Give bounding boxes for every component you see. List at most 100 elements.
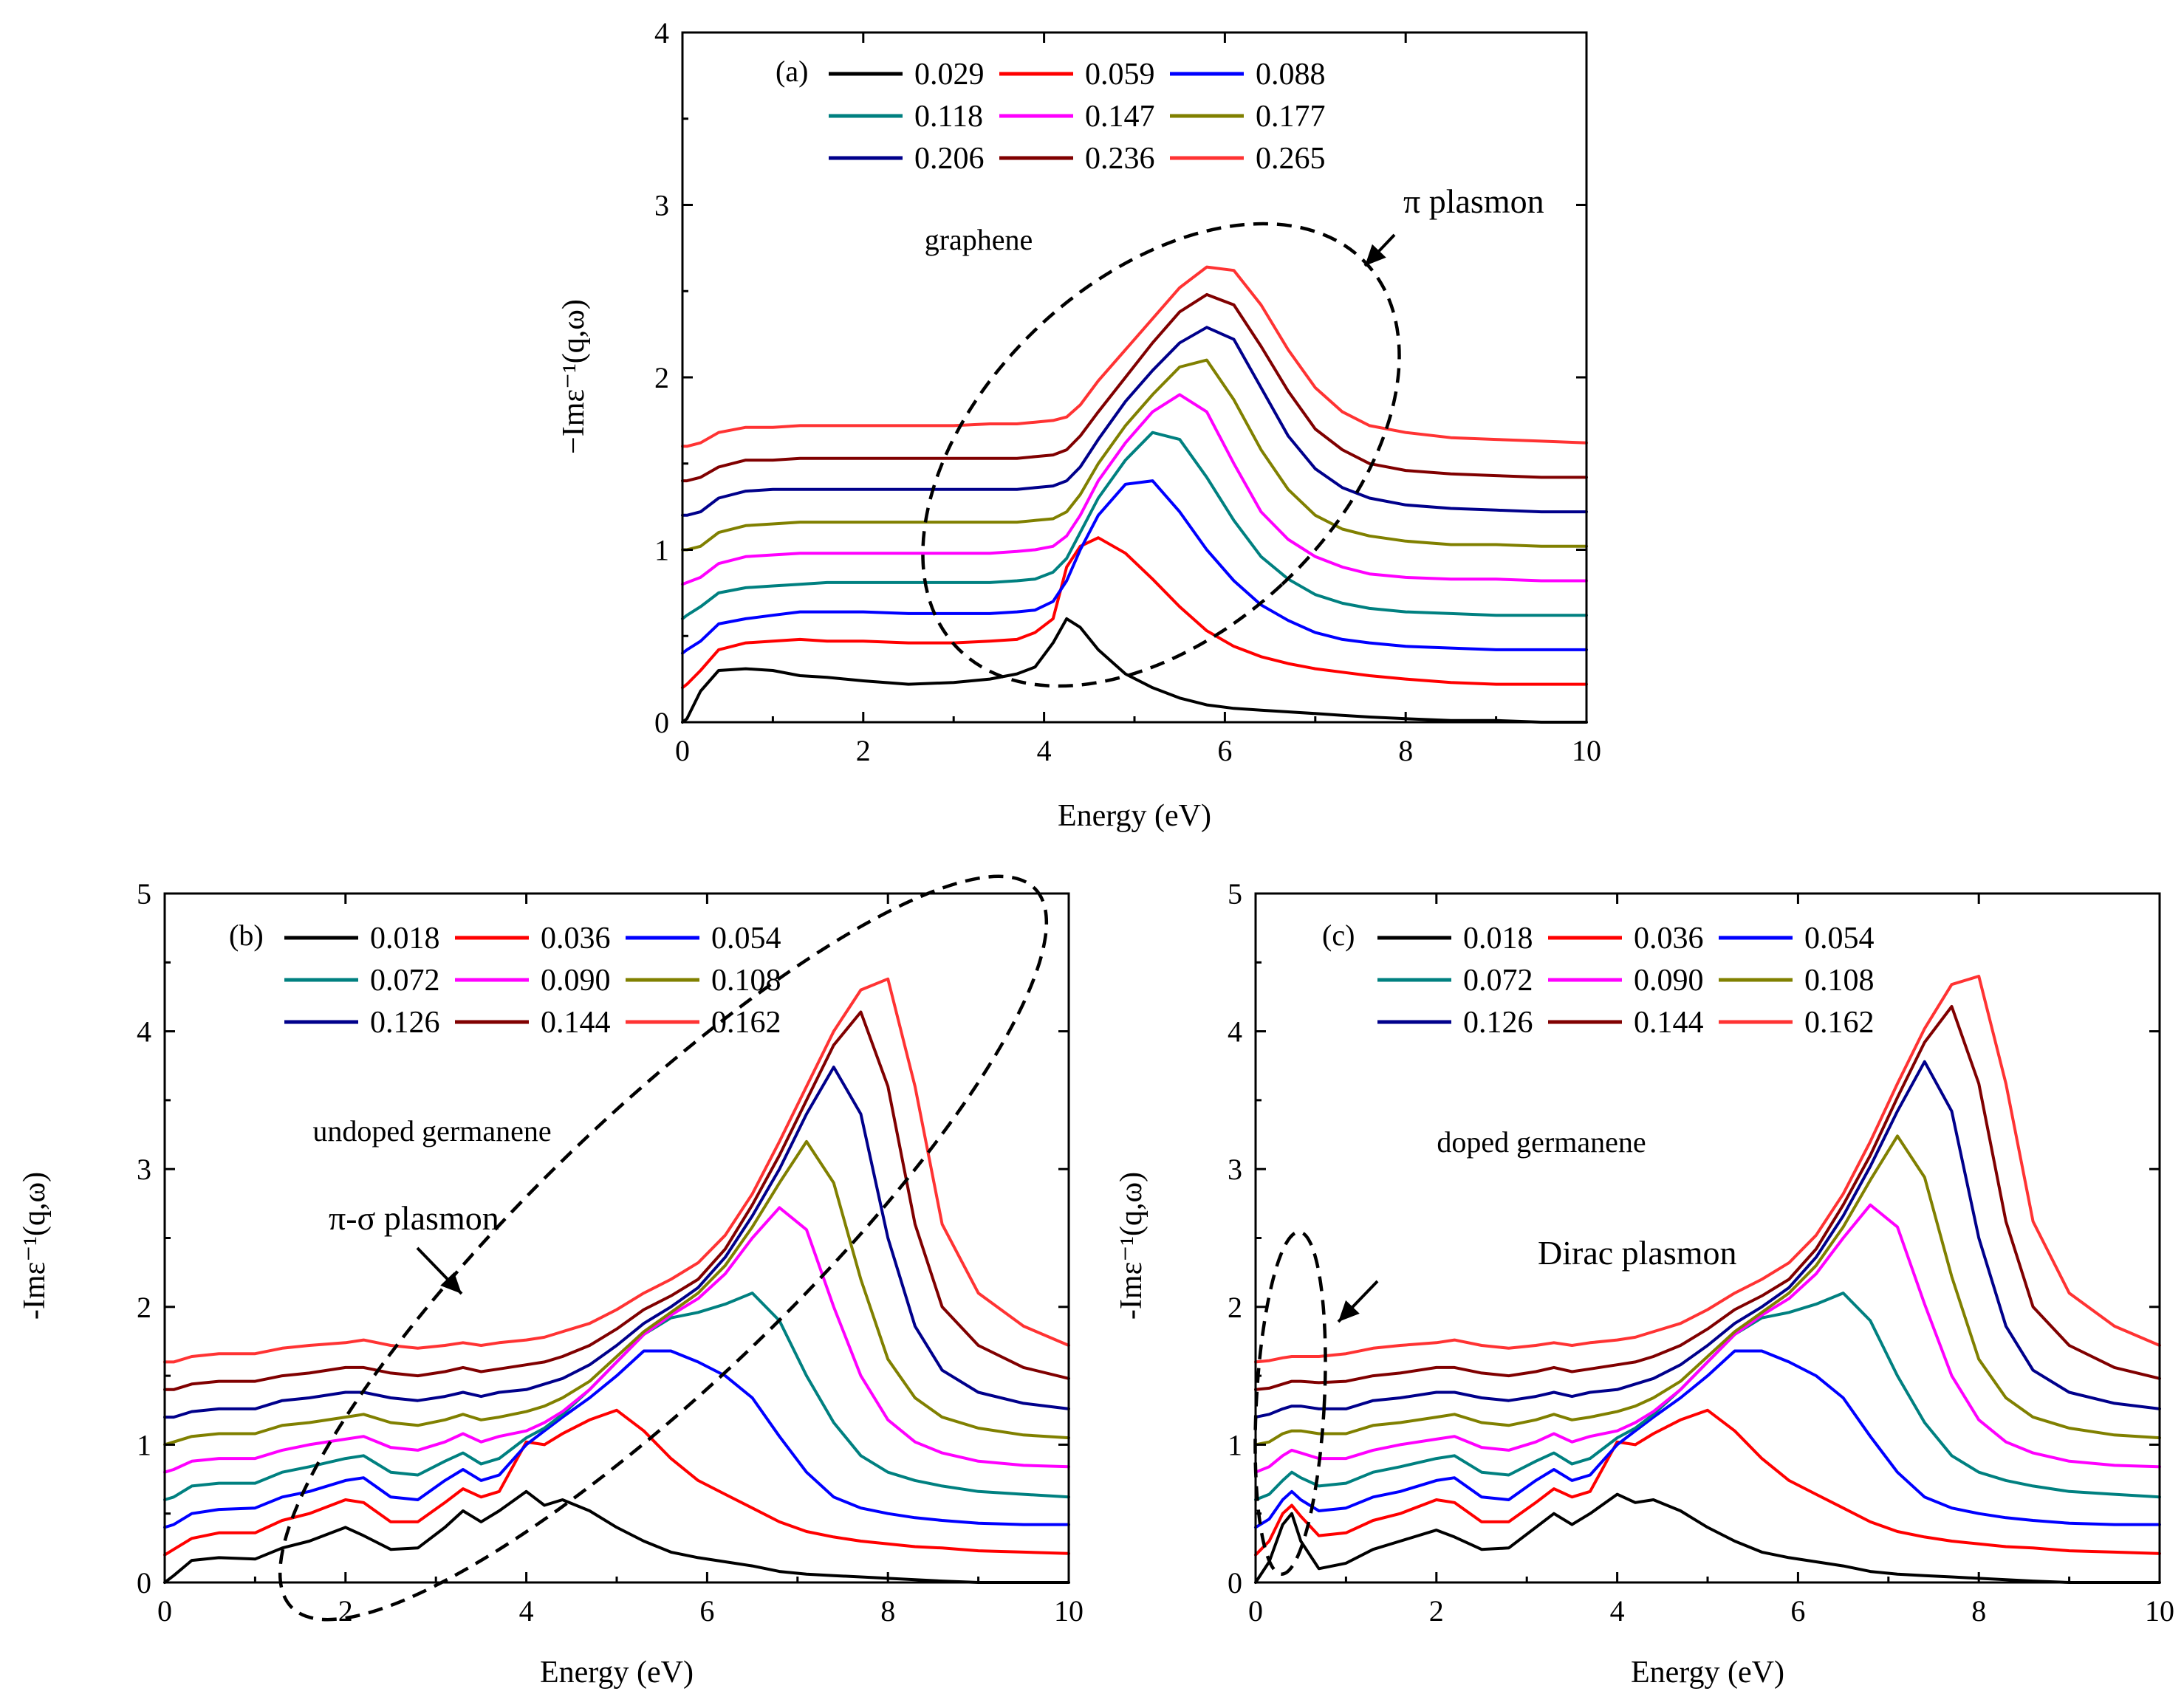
series-line-0.072	[163, 1292, 1070, 1501]
series-line-0.144	[1254, 1005, 2161, 1391]
legend-label-0.108: 0.108	[711, 964, 781, 998]
y-tick-label: 0	[137, 1566, 151, 1599]
arrow-head	[1338, 1300, 1360, 1322]
plasmon-ellipse	[278, 874, 1049, 1622]
plasmon-label: π plasmon	[1403, 182, 1544, 220]
x-tick-label: 4	[1037, 734, 1052, 767]
y-tick-label: 2	[1228, 1291, 1242, 1324]
series-line-0.108	[1254, 1134, 2161, 1447]
legend-label-0.059: 0.059	[1085, 58, 1155, 92]
legend-label-0.162: 0.162	[711, 1006, 781, 1040]
series-line-0.029	[681, 617, 1588, 724]
y-tick-label: 5	[1228, 877, 1242, 910]
series-line-0.018	[1254, 1492, 2161, 1584]
series-line-0.126	[163, 1066, 1070, 1419]
plasmon-label: π-σ plasmon	[329, 1199, 499, 1237]
series-line-0.118	[681, 431, 1588, 620]
legend-label-0.018: 0.018	[370, 922, 440, 956]
y-tick-label: 2	[654, 361, 669, 394]
series-line-0.147	[681, 393, 1588, 586]
y-tick-label: 1	[1228, 1428, 1242, 1461]
x-tick-label: 8	[880, 1594, 895, 1628]
y-tick-label: 1	[654, 534, 669, 567]
y-axis-label: -Imε⁻¹(q,ω)	[1115, 1172, 1149, 1320]
x-axis-label: Energy (eV)	[540, 1656, 694, 1690]
y-tick-label: 0	[654, 706, 669, 739]
annotation-text: graphene	[925, 223, 1033, 256]
y-tick-label: 3	[1228, 1153, 1242, 1186]
legend-label-0.236: 0.236	[1085, 142, 1155, 176]
series-line-0.088	[681, 479, 1588, 655]
series-line-0.036	[163, 1408, 1070, 1557]
legend-label-0.147: 0.147	[1085, 100, 1155, 134]
legend-label-0.206: 0.206	[914, 142, 985, 176]
y-tick-label: 4	[1228, 1015, 1242, 1049]
legend-label-0.054: 0.054	[711, 922, 781, 956]
series-line-0.054	[163, 1349, 1070, 1529]
x-tick-label: 6	[1790, 1594, 1805, 1628]
series-line-0.072	[1254, 1292, 2161, 1501]
series-line-0.236	[681, 292, 1588, 483]
series-line-0.162	[1254, 975, 2161, 1364]
legend-label-0.072: 0.072	[1463, 964, 1533, 998]
y-tick-label: 2	[137, 1291, 151, 1324]
legend-label-0.029: 0.029	[914, 58, 985, 92]
series-line-0.054	[1254, 1349, 2161, 1529]
x-tick-label: 2	[338, 1594, 353, 1628]
legend-label-0.018: 0.018	[1463, 922, 1533, 956]
y-tick-label: 3	[654, 189, 669, 222]
x-tick-label: 8	[1971, 1594, 1986, 1628]
series-line-0.265	[681, 265, 1588, 448]
annotation-text: undoped germanene	[312, 1114, 551, 1148]
y-tick-label: 1	[137, 1428, 151, 1461]
series-line-0.177	[681, 358, 1588, 552]
x-tick-label: 0	[157, 1594, 172, 1628]
panel-label: (a)	[776, 55, 808, 88]
x-tick-label: 4	[519, 1594, 534, 1628]
plasmon-label: Dirac plasmon	[1538, 1234, 1737, 1272]
x-tick-label: 2	[856, 734, 871, 767]
x-tick-label: 10	[1054, 1594, 1084, 1628]
y-axis-label: −Imε⁻¹(q,ω)	[557, 299, 591, 454]
panel-label: (b)	[229, 919, 264, 952]
legend-label-0.054: 0.054	[1804, 922, 1875, 956]
chart-panel-2: 0 2 4 6 8 10 0 1 2 3 4 5 Energy (eV) -Imε⁻¹(q,ω) (b) 0.…	[18, 874, 1084, 1690]
series-line-0.059	[681, 536, 1588, 690]
x-tick-label: 4	[1610, 1594, 1625, 1628]
arrow-head	[1365, 244, 1386, 266]
series-line-0.162	[163, 977, 1070, 1364]
x-axis-label: Energy (eV)	[1631, 1656, 1784, 1690]
x-tick-label: 10	[2145, 1594, 2174, 1628]
series-line-0.018	[163, 1489, 1070, 1584]
legend-label-0.108: 0.108	[1804, 964, 1875, 998]
arrow-head	[440, 1272, 462, 1294]
x-tick-label: 10	[1572, 734, 1601, 767]
legend-label-0.177: 0.177	[1256, 100, 1326, 134]
panel-label: (c)	[1322, 919, 1355, 952]
plot-frame	[163, 892, 1070, 1584]
series-line-0.206	[681, 326, 1588, 517]
y-tick-label: 0	[1228, 1566, 1242, 1599]
legend-label-0.162: 0.162	[1804, 1006, 1875, 1040]
x-tick-label: 8	[1398, 734, 1413, 767]
chart-panel-3: 0 2 4 6 8 10 0 1 2 3 4 5 Energy (eV) -Imε⁻¹(q,ω) (c) 0.…	[1115, 877, 2174, 1690]
series-line-0.144	[163, 1010, 1070, 1391]
legend-label-0.118: 0.118	[914, 100, 983, 134]
legend-label-0.088: 0.088	[1256, 58, 1326, 92]
legend-label-0.265: 0.265	[1256, 142, 1326, 176]
y-tick-label: 4	[137, 1015, 151, 1049]
legend-label-0.090: 0.090	[541, 964, 611, 998]
legend-label-0.036: 0.036	[1634, 922, 1704, 956]
series-line-0.090	[1254, 1203, 2161, 1474]
series-line-0.126	[1254, 1060, 2161, 1419]
series-line-0.108	[163, 1139, 1070, 1447]
x-tick-label: 2	[1429, 1594, 1444, 1628]
annotation-text: doped germanene	[1437, 1125, 1646, 1159]
x-tick-label: 0	[1248, 1594, 1263, 1628]
legend-label-0.144: 0.144	[541, 1006, 611, 1040]
y-tick-label: 3	[137, 1153, 151, 1186]
plasmon-ellipse	[1253, 1230, 1327, 1576]
legend-label-0.072: 0.072	[370, 964, 440, 998]
